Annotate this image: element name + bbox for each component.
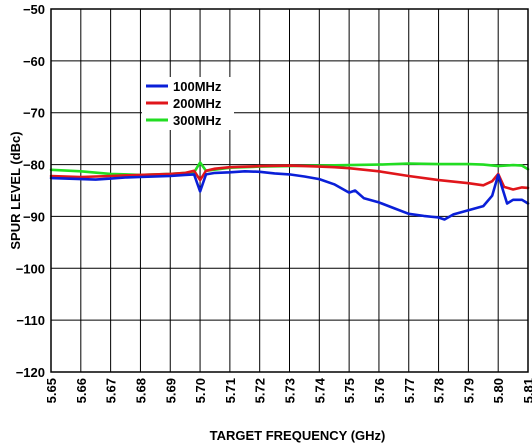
x-axis-label: TARGET FREQUENCY (GHz) (210, 428, 386, 443)
x-tick-label: 5.77 (402, 378, 417, 403)
x-tick-label: 5.68 (133, 378, 148, 403)
x-tick-label: 5.80 (491, 378, 506, 403)
legend-label: 100MHz (173, 79, 222, 94)
tick-labels: 5.65 5.66 5.67 5.68 5.69 5.70 5.71 5.72 5.73 5.74… (16, 2, 532, 403)
x-tick-label: 5.72 (253, 378, 268, 403)
x-tick-label: 5.67 (104, 378, 119, 403)
y-tick-label: −50 (23, 2, 45, 17)
y-tick-label: −110 (16, 313, 45, 328)
y-axis-label: SPUR LEVEL (dBc) (8, 131, 23, 249)
legend-label: 300MHz (173, 113, 222, 128)
x-tick-label: 5.75 (342, 378, 357, 403)
y-tick-label: −120 (16, 365, 45, 380)
legend: 100MHz 200MHz 300MHz (142, 77, 234, 130)
y-tick-label: −90 (23, 209, 45, 224)
series-line-200MHz (49, 164, 530, 191)
y-tick-label: −70 (23, 106, 45, 121)
y-tick-label: −100 (16, 261, 45, 276)
y-tick-label: −60 (23, 54, 45, 69)
x-tick-label: 5.69 (163, 378, 178, 403)
x-tick-label: 5.79 (461, 378, 476, 403)
x-tick-label: 5.76 (372, 378, 387, 403)
plot-frame (50, 8, 529, 373)
x-tick-label: 5.73 (283, 378, 298, 403)
x-tick-label: 5.65 (44, 378, 59, 403)
series-lines (49, 161, 530, 221)
x-tick-label: 5.78 (432, 378, 447, 403)
grid (50, 8, 529, 373)
x-tick-label: 5.71 (223, 378, 238, 403)
x-tick-label: 5.70 (193, 378, 208, 403)
y-tick-label: −80 (23, 158, 45, 173)
series-line-100MHz (49, 170, 530, 221)
legend-label: 200MHz (173, 96, 222, 111)
x-tick-label: 5.66 (74, 378, 89, 403)
x-tick-label: 5.81 (521, 378, 532, 403)
x-tick-label: 5.74 (312, 377, 327, 403)
